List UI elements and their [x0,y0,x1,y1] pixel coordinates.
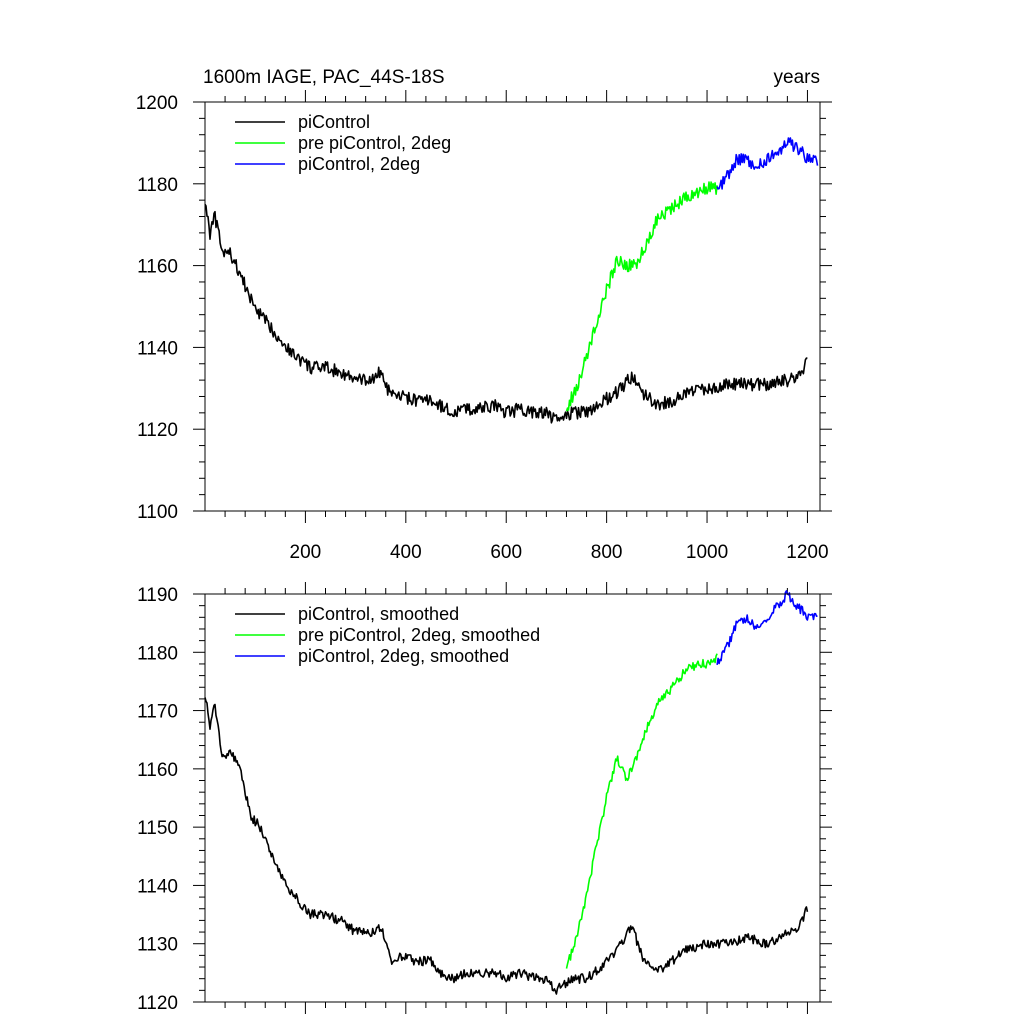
x-tick-label: 1200 [786,542,828,563]
series-line-picontrol [204,203,808,424]
x-tick-label: 600 [490,542,522,563]
panel-title-left: 1600m IAGE, PAC_44S-18S [203,67,445,88]
series-line-picontrol-2deg [716,137,819,190]
y-tick-label: 1190 [137,585,178,606]
panel-bottom-y-tick-labels: 1120 1130 1140 1150 1160 1170 1180 1190 [137,585,178,1014]
panel-top: 1600m IAGE, PAC_44S-18S years 1100112011… [136,67,832,563]
legend-label: piControl [298,112,370,132]
x-tick-label: 800 [591,542,623,563]
panel-top-x-tick-labels: 200 400 600 800 1000 1200 [290,542,829,563]
x-tick-label: 1000 [686,542,728,563]
series-line-picontrol-smoothed [204,697,809,995]
y-tick-label: 1170 [137,702,178,723]
panel-bottom: 1120 1130 1140 1150 1160 1170 1180 1190 piContr… [137,582,832,1014]
series-line-picontrol-2deg-smoothed [716,590,818,666]
y-tick-label: 1130 [137,935,178,956]
series-line-pre-picontrol-2deg [565,181,718,412]
legend-label: piControl, 2deg [298,154,420,174]
y-tick-label: 1140 [137,338,178,359]
y-tick-label: 1180 [137,175,178,196]
legend-label: piControl, smoothed [298,604,459,624]
series-line-pre-picontrol-2deg-smoothed [565,653,718,969]
panel-bottom-series [204,590,818,995]
panel-title-right: years [774,67,820,88]
panel-top-ticks [193,90,832,523]
panel-bottom-frame [204,593,821,1003]
y-tick-label: 1200 [136,93,178,114]
panel-top-y-tick-labels: 1100 1120 1140 1160 1180 1200 [136,93,178,523]
y-tick-label: 1160 [137,760,178,781]
x-tick-label: 400 [390,542,422,563]
y-tick-label: 1160 [137,257,178,278]
y-tick-label: 1180 [137,643,178,664]
y-tick-label: 1150 [137,818,178,839]
y-tick-label: 1140 [137,876,178,897]
panel-top-series [204,137,819,424]
y-tick-label: 1120 [137,420,178,441]
legend-label: pre piControl, 2deg [298,133,451,153]
y-tick-label: 1120 [137,993,178,1014]
panel-bottom-ticks [193,582,832,1014]
y-tick-label: 1100 [137,502,178,523]
legend-label: piControl, 2deg, smoothed [298,646,509,666]
x-tick-label: 200 [290,542,322,563]
panel-top-frame [204,101,821,512]
legend-label: pre piControl, 2deg, smoothed [298,625,540,645]
